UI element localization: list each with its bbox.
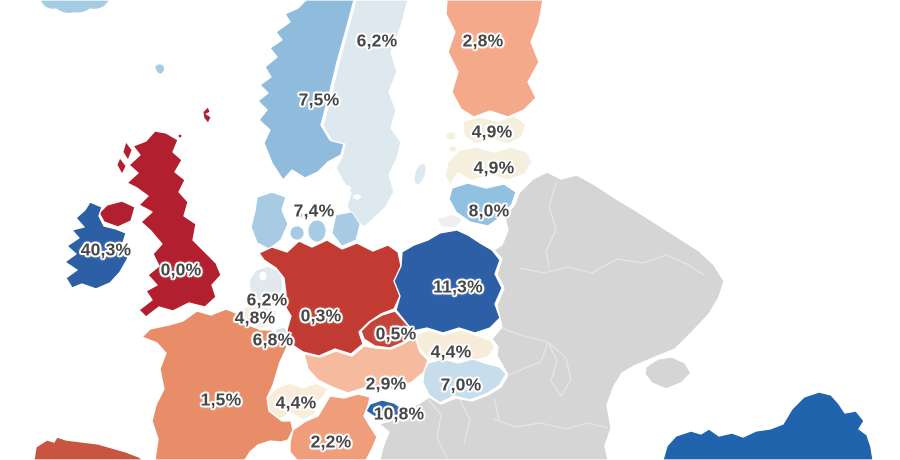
country-hungary[interactable] bbox=[422, 358, 507, 404]
country-crimea[interactable] bbox=[644, 356, 692, 390]
country-iceland[interactable] bbox=[39, 0, 111, 15]
country-kaliningrad[interactable] bbox=[436, 213, 464, 229]
country-estonia[interactable] bbox=[462, 115, 527, 145]
border-moldova-ukraine bbox=[547, 341, 572, 397]
country-italy[interactable] bbox=[289, 393, 378, 460]
island-saaremaa bbox=[445, 131, 457, 141]
country-czechia[interactable] bbox=[360, 310, 415, 349]
lake-vattern bbox=[353, 194, 361, 200]
islands-orkney bbox=[177, 133, 183, 139]
island-zealand bbox=[307, 219, 327, 243]
country-slovenia[interactable] bbox=[365, 399, 404, 423]
country-finland[interactable] bbox=[445, 0, 544, 118]
country-austria[interactable] bbox=[303, 335, 429, 394]
islands-shetland bbox=[202, 106, 212, 124]
island-danish-small bbox=[296, 211, 304, 219]
country-denmark-jutland[interactable] bbox=[250, 191, 289, 250]
border-serbia-romania bbox=[493, 397, 500, 420]
island-danish-east bbox=[331, 211, 361, 247]
border-ukraine-russia bbox=[591, 254, 705, 276]
country-slovakia[interactable] bbox=[415, 329, 496, 363]
country-poland[interactable] bbox=[393, 229, 503, 334]
country-no-data-east[interactable] bbox=[378, 171, 725, 460]
border-romania-moldova bbox=[547, 341, 562, 397]
country-netherlands[interactable] bbox=[248, 265, 284, 307]
border-belarus-ukraine bbox=[519, 266, 593, 274]
country-france[interactable] bbox=[141, 308, 294, 460]
country-ireland[interactable] bbox=[64, 201, 129, 290]
country-switzerland[interactable] bbox=[266, 382, 329, 421]
border-belarus-russia bbox=[545, 182, 557, 267]
island-funen bbox=[289, 225, 305, 241]
country-latvia[interactable] bbox=[444, 146, 533, 186]
country-norway[interactable] bbox=[257, 0, 355, 181]
border-ukraine-romania bbox=[501, 327, 549, 343]
border-romania-carpathians bbox=[507, 341, 549, 376]
islands-hebrides bbox=[116, 141, 133, 175]
island-gotland bbox=[413, 163, 427, 185]
lake-vanern bbox=[341, 185, 351, 191]
country-sweden[interactable] bbox=[322, 0, 409, 228]
islands-faroe bbox=[154, 63, 165, 75]
country-lithuania[interactable] bbox=[448, 182, 517, 227]
region-northern-ireland[interactable] bbox=[98, 200, 136, 228]
border-romania-bulgaria bbox=[493, 418, 609, 430]
country-germany[interactable] bbox=[258, 239, 402, 357]
country-spain[interactable] bbox=[33, 436, 144, 460]
border-bosnia-serbia bbox=[459, 399, 471, 445]
island-hiiumaa bbox=[448, 145, 458, 153]
zuiderzee bbox=[259, 271, 267, 281]
border-croatia-bosnia bbox=[427, 398, 448, 459]
country-turkey[interactable] bbox=[662, 391, 874, 460]
country-united-kingdom[interactable] bbox=[126, 130, 222, 318]
